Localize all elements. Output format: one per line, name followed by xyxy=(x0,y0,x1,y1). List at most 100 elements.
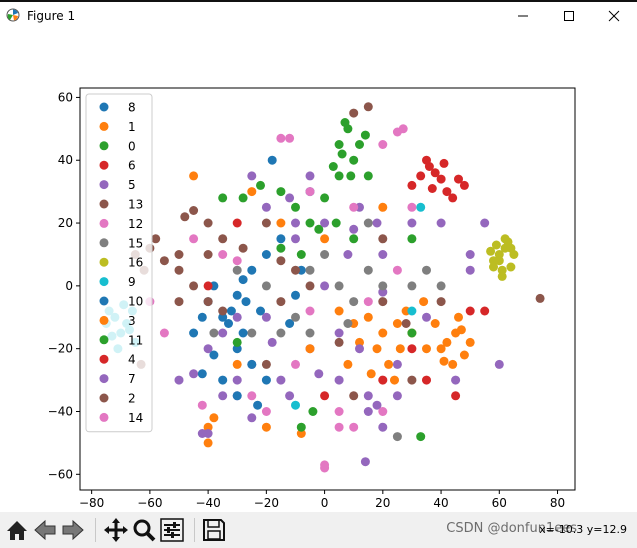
scatter-point xyxy=(340,118,350,127)
scatter-point xyxy=(349,422,359,432)
scatter-point xyxy=(535,293,545,303)
legend-marker xyxy=(99,257,109,267)
scatter-point xyxy=(419,297,429,307)
home-button[interactable] xyxy=(3,516,31,544)
legend-marker xyxy=(99,374,109,384)
maximize-button[interactable] xyxy=(546,4,592,28)
scatter-point xyxy=(296,250,306,259)
scatter-point xyxy=(480,306,490,316)
back-icon xyxy=(34,519,56,541)
scatter-point xyxy=(218,193,228,203)
scatter-point xyxy=(436,281,446,291)
axes-frame xyxy=(79,87,576,491)
scatter-point xyxy=(296,429,306,438)
save-button[interactable] xyxy=(200,516,228,544)
scatter-point xyxy=(305,306,315,316)
close-button[interactable] xyxy=(591,4,637,28)
forward-button[interactable] xyxy=(59,516,87,544)
scatter-point xyxy=(407,375,417,385)
scatter-point xyxy=(465,250,475,259)
scatter-point xyxy=(334,281,344,291)
scatter-point xyxy=(320,193,330,203)
scatter-point xyxy=(378,287,388,297)
scatter-point xyxy=(189,234,199,244)
scatter-point xyxy=(218,250,228,259)
scatter-point xyxy=(465,265,475,275)
x-tick-label: 0 xyxy=(321,496,329,510)
scatter-point xyxy=(494,250,504,259)
close-icon xyxy=(608,10,620,22)
scatter-point xyxy=(320,281,330,291)
scatter-point xyxy=(465,306,475,316)
scatter-point xyxy=(291,290,300,300)
scatter-point xyxy=(189,206,199,215)
x-tick-label: 60 xyxy=(492,496,507,510)
home-icon xyxy=(7,521,27,540)
zoom-button[interactable] xyxy=(130,516,158,544)
scatter-point xyxy=(308,407,318,416)
scatter-point xyxy=(291,234,300,244)
scatter-point xyxy=(343,359,353,369)
legend-marker xyxy=(99,335,109,345)
scatter-point xyxy=(276,328,286,338)
scatter-point xyxy=(459,350,469,360)
back-button[interactable] xyxy=(31,516,59,544)
scatter-point xyxy=(209,328,219,338)
scatter-point xyxy=(203,438,213,448)
scatter-point xyxy=(305,218,315,228)
scatter-point xyxy=(218,312,228,322)
navigation-toolbar: CSDN @donfun1ees x=-10.3 y=12.9 xyxy=(0,512,637,548)
legend-label: 7 xyxy=(128,372,136,386)
minimize-button[interactable] xyxy=(500,4,546,28)
legend-label: 11 xyxy=(128,333,143,347)
y-tick-label: −40 xyxy=(48,404,73,418)
scatter-point xyxy=(459,180,469,190)
scatter-point xyxy=(320,218,330,228)
pan-button[interactable] xyxy=(102,516,130,544)
scatter-point xyxy=(427,184,437,193)
scatter-point xyxy=(491,240,501,250)
scatter-point xyxy=(430,319,440,328)
scatter-point xyxy=(451,375,461,385)
scatter-point xyxy=(334,328,344,338)
scatter-point xyxy=(247,265,257,275)
legend-marker xyxy=(99,199,109,209)
scatter-point xyxy=(159,256,169,266)
legend-label: 5 xyxy=(128,178,136,192)
scatter-point xyxy=(378,281,388,291)
legend-label: 15 xyxy=(128,236,143,250)
scatter-point xyxy=(261,422,271,432)
legend-label: 13 xyxy=(128,198,143,212)
legend-marker xyxy=(99,160,109,170)
scatter-point xyxy=(401,319,411,328)
scatter-point xyxy=(203,297,213,307)
x-tick-label: 20 xyxy=(375,496,390,510)
scatter-point xyxy=(456,325,466,335)
scatter-point xyxy=(363,171,373,181)
scatter-point xyxy=(422,312,431,322)
x-tick-label: 40 xyxy=(433,496,448,510)
window-titlebar: Figure 1 xyxy=(0,0,637,32)
legend-marker xyxy=(99,102,109,112)
scatter-point xyxy=(349,108,359,118)
scatter-point xyxy=(174,265,184,275)
scatter-point xyxy=(285,319,295,328)
minimize-icon xyxy=(518,15,528,17)
configure-subplots-button[interactable] xyxy=(158,516,186,544)
legend-marker xyxy=(99,277,109,287)
scatter-point xyxy=(224,319,233,328)
scatter-point xyxy=(378,250,388,259)
scatter-point xyxy=(355,344,364,354)
scatter-point xyxy=(442,337,452,347)
configure-subplots-icon xyxy=(160,518,184,542)
scatter-point xyxy=(346,171,356,181)
scatter-point xyxy=(209,413,219,423)
scatter-point xyxy=(398,124,408,134)
scatter-point xyxy=(238,328,248,338)
legend-marker xyxy=(99,141,109,151)
scatter-point xyxy=(238,275,248,285)
scatter-point xyxy=(384,359,394,369)
scatter-point xyxy=(247,171,257,181)
maximize-icon xyxy=(564,11,574,21)
